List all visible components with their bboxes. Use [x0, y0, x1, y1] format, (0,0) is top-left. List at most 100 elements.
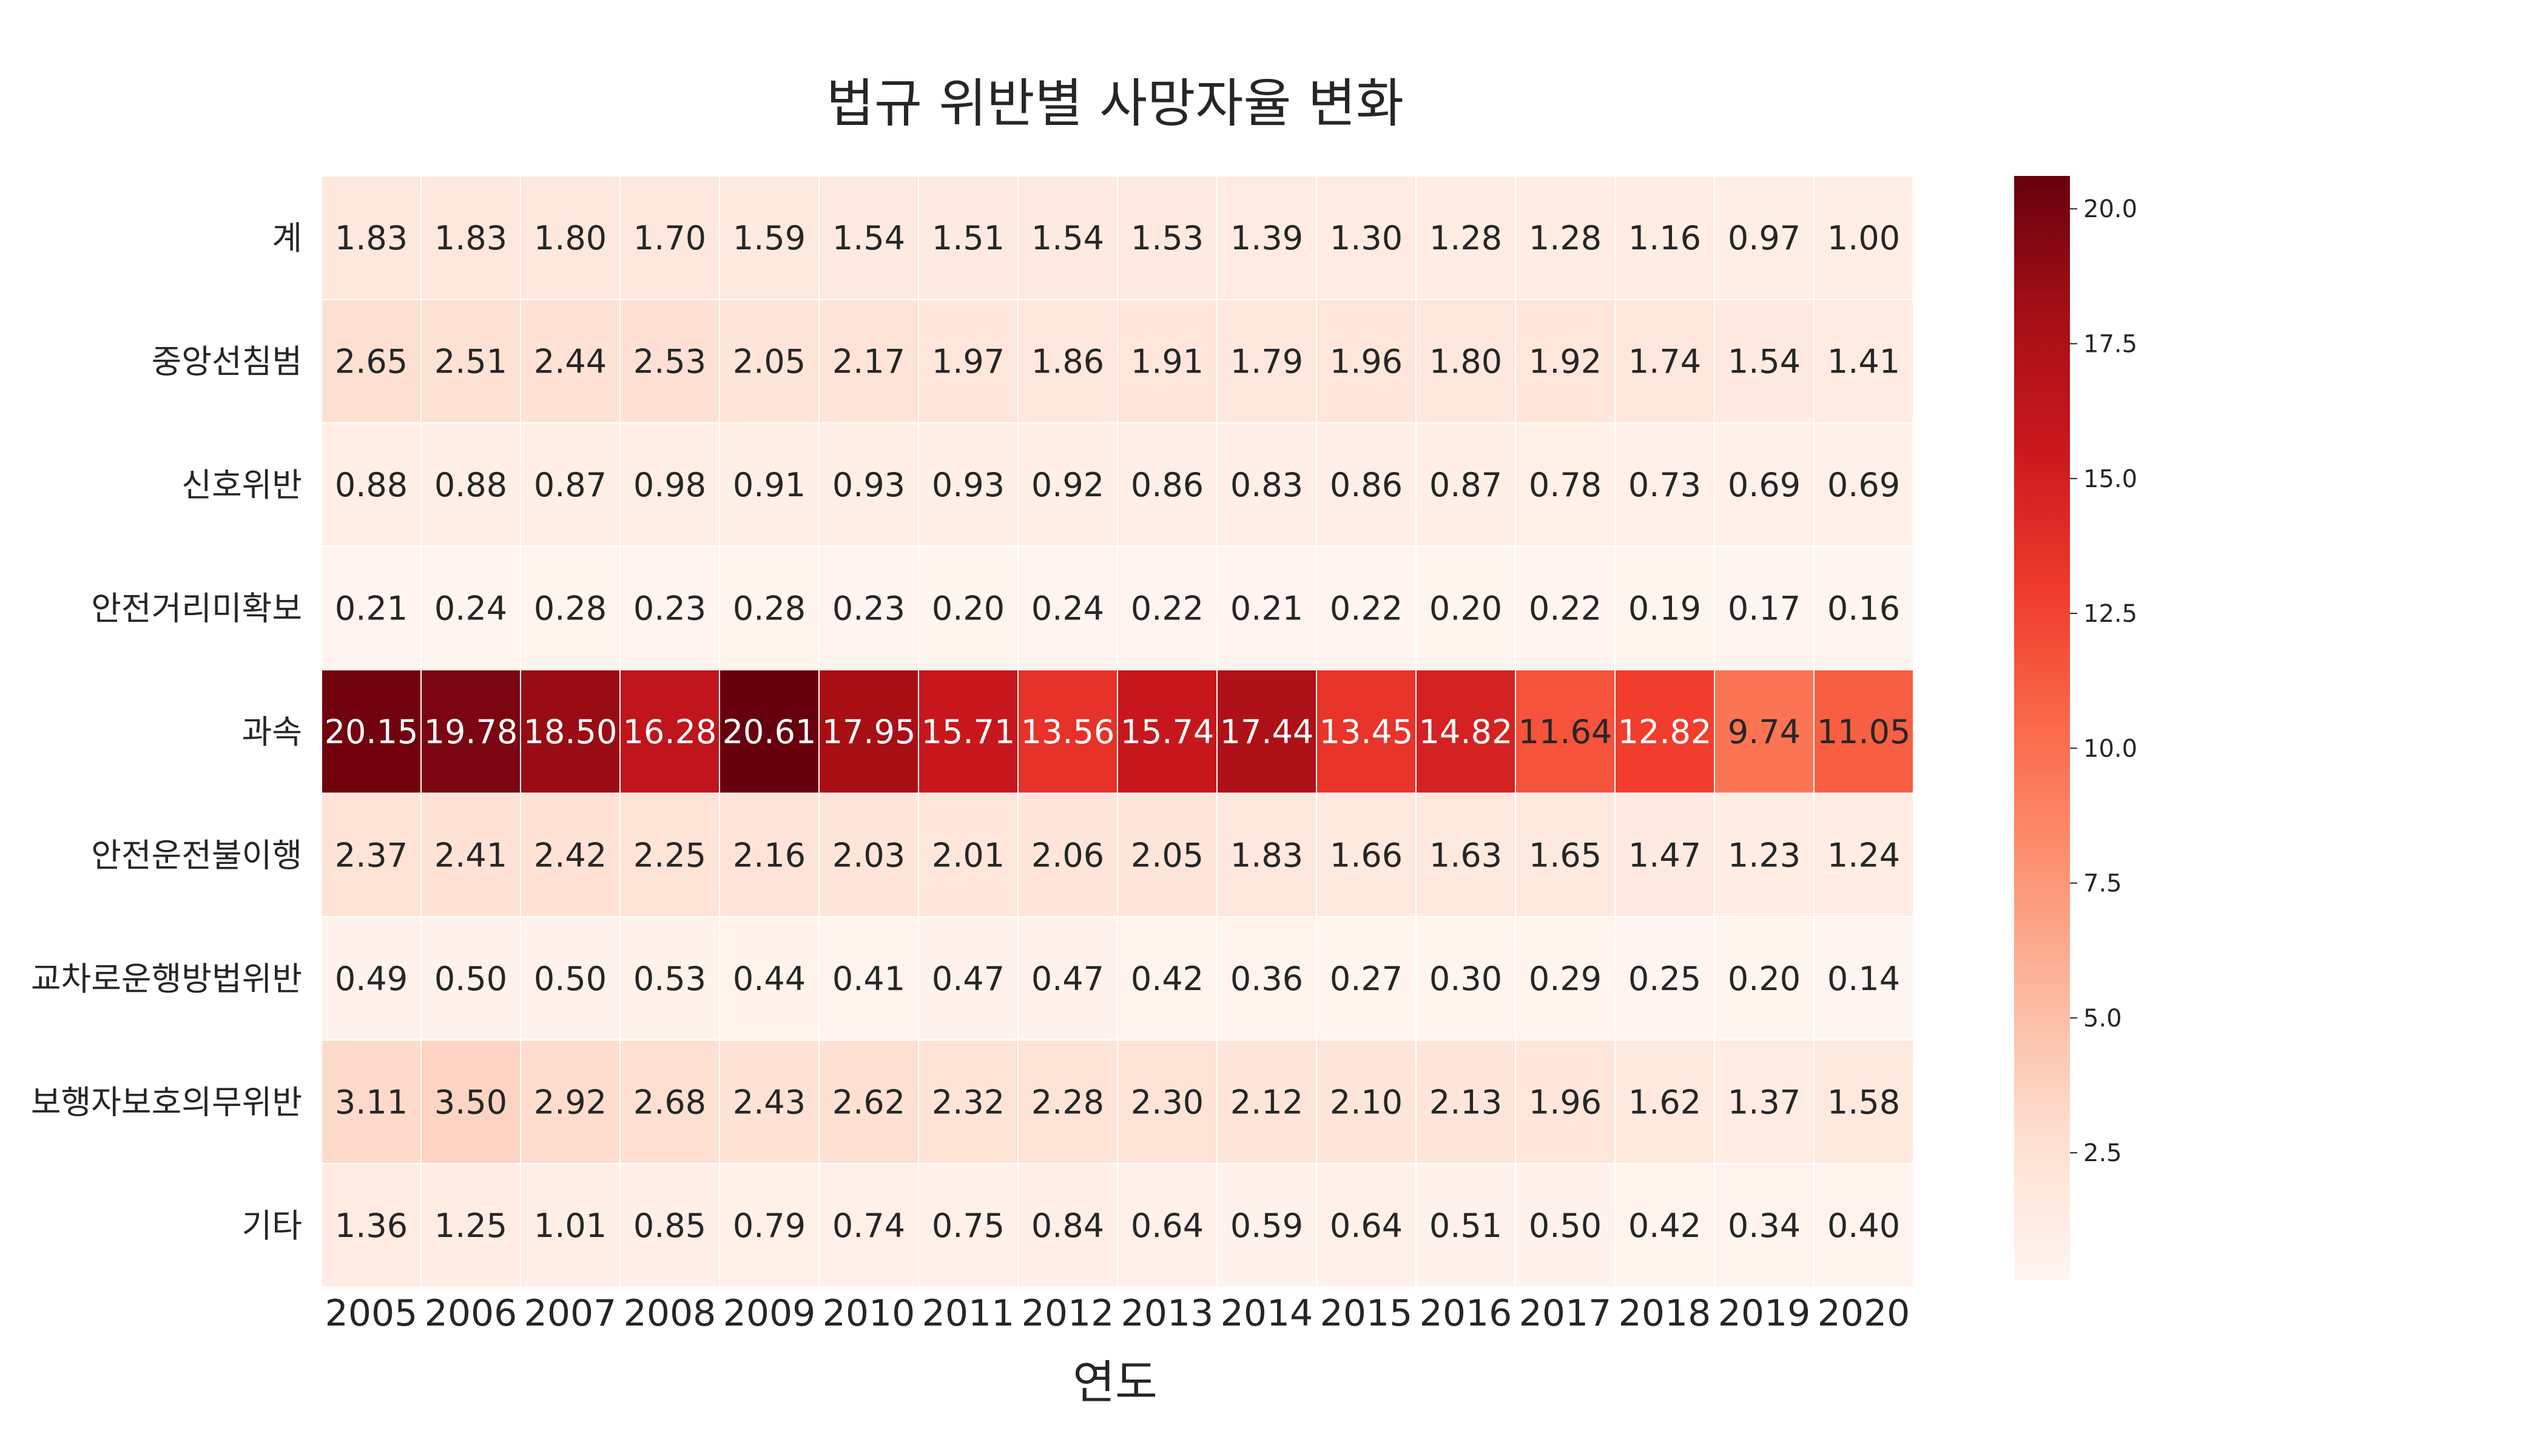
heatmap-cell	[719, 175, 820, 300]
cell-value-label: 2.41	[434, 836, 507, 874]
column-label: 2012	[1022, 1292, 1114, 1335]
heatmap-cell	[1117, 1163, 1218, 1288]
cell-value-label: 1.37	[1728, 1083, 1801, 1121]
heatmap-cell	[719, 792, 820, 917]
heatmap-cell	[1117, 545, 1218, 670]
cell-value-label: 1.54	[832, 219, 905, 257]
cell-value-label: 0.53	[633, 960, 706, 998]
chart-title: 법규 위반별 사망자율 변화	[826, 73, 1404, 134]
heatmap-cell	[619, 669, 720, 794]
heatmap-cell	[321, 1163, 422, 1288]
cell-value-label: 1.41	[1827, 342, 1900, 380]
heatmap-cell	[1017, 792, 1118, 917]
heatmap-cell	[918, 545, 1019, 670]
cell-value-label: 12.82	[1618, 713, 1712, 751]
cell-value-label: 1.54	[1031, 219, 1104, 257]
colorbar-tick-label: 15.0	[2083, 465, 2137, 493]
colorbar-ticks: 2.5 5.0 7.5 10.0 12.5 15.0 17.5 20.0	[2070, 195, 2137, 1167]
heatmap-cell	[1714, 1163, 1815, 1288]
cell-value-label: 1.91	[1131, 342, 1204, 380]
column-label: 2008	[624, 1292, 716, 1335]
cell-value-label: 13.45	[1320, 713, 1414, 751]
cell-value-label: 1.74	[1628, 342, 1701, 380]
heatmap-cell	[321, 545, 422, 670]
cell-value-label: 15.71	[922, 713, 1016, 751]
heatmap-cell	[619, 422, 720, 547]
heatmap-cell	[1614, 792, 1715, 917]
heatmap-cell	[520, 916, 621, 1041]
cell-value-label: 2.53	[633, 342, 706, 380]
heatmap-cell	[520, 545, 621, 670]
heatmap-cell	[1813, 792, 1914, 917]
heatmap-cell	[420, 545, 521, 670]
cell-value-label: 0.49	[335, 960, 408, 998]
heatmap-cell	[719, 669, 820, 794]
heatmap-cell	[1316, 422, 1417, 547]
cell-value-label: 1.63	[1429, 836, 1502, 874]
cell-value-label: 2.25	[633, 836, 706, 874]
cell-value-label: 0.27	[1330, 960, 1403, 998]
heatmap-cell	[818, 1039, 919, 1164]
column-label: 2007	[524, 1292, 617, 1335]
heatmap-cell	[918, 1039, 1019, 1164]
column-label: 2009	[723, 1292, 816, 1335]
cell-value-label: 2.10	[1330, 1083, 1403, 1121]
cell-value-label: 0.74	[832, 1207, 905, 1245]
heatmap-cell	[818, 669, 919, 794]
heatmap-cell	[1117, 916, 1218, 1041]
heatmap-cell	[1813, 422, 1914, 547]
cell-value-label: 0.42	[1628, 1207, 1701, 1245]
cell-value-label: 0.69	[1728, 466, 1801, 504]
heatmap-cell	[1515, 1163, 1616, 1288]
column-label: 2019	[1718, 1292, 1811, 1335]
heatmap-cell	[1415, 298, 1516, 423]
heatmap-cell	[918, 792, 1019, 917]
cell-value-label: 14.82	[1419, 713, 1513, 751]
cell-value-label: 0.78	[1529, 466, 1602, 504]
cell-value-label: 13.56	[1021, 713, 1115, 751]
cell-value-label: 1.23	[1728, 836, 1801, 874]
cell-value-label: 0.47	[1031, 960, 1104, 998]
heatmap-cell	[1316, 545, 1417, 670]
heatmap-cell	[321, 298, 422, 423]
heatmap-cell	[818, 298, 919, 423]
cell-value-label: 0.36	[1230, 960, 1303, 998]
heatmap-cell	[520, 175, 621, 300]
row-label: 교차로운행방법위반	[31, 960, 302, 998]
cell-value-label: 0.24	[434, 589, 507, 627]
heatmap-cell	[1117, 298, 1218, 423]
heatmap-cell	[1813, 175, 1914, 300]
heatmap-cell	[1415, 792, 1516, 917]
cell-value-label: 1.30	[1330, 219, 1403, 257]
cell-value-label: 0.51	[1429, 1207, 1502, 1245]
cell-value-label: 1.80	[1429, 342, 1502, 380]
cell-value-label: 2.43	[733, 1083, 806, 1121]
cell-value-label: 2.01	[932, 836, 1005, 874]
cell-value-label: 0.20	[932, 589, 1005, 627]
cell-value-label: 0.50	[534, 960, 607, 998]
cell-value-label: 0.84	[1031, 1207, 1104, 1245]
cell-value-label: 0.83	[1230, 466, 1303, 504]
cell-value-label: 0.97	[1728, 219, 1801, 257]
row-label: 과속	[242, 713, 302, 751]
row-label: 기타	[242, 1207, 302, 1245]
cell-value-label: 1.00	[1827, 219, 1900, 257]
heatmap-cell	[818, 1163, 919, 1288]
heatmap-cell	[818, 422, 919, 547]
heatmap-cell	[1216, 916, 1317, 1041]
column-label: 2015	[1320, 1292, 1413, 1335]
colorbar-tick-label: 12.5	[2083, 600, 2137, 628]
cell-value-label: 1.59	[733, 219, 806, 257]
cell-value-label: 0.19	[1628, 589, 1701, 627]
cell-value-label: 0.44	[733, 960, 806, 998]
cell-value-label: 2.62	[832, 1083, 905, 1121]
heatmap-cell	[818, 792, 919, 917]
cell-value-label: 0.23	[633, 589, 706, 627]
heatmap-cell	[1216, 422, 1317, 547]
heatmap-cell	[520, 1039, 621, 1164]
cell-value-label: 1.79	[1230, 342, 1303, 380]
column-label: 2020	[1818, 1292, 1910, 1335]
cell-value-label: 2.05	[733, 342, 806, 380]
heatmap-cell	[1813, 1039, 1914, 1164]
row-label: 보행자보호의무위반	[31, 1083, 302, 1121]
